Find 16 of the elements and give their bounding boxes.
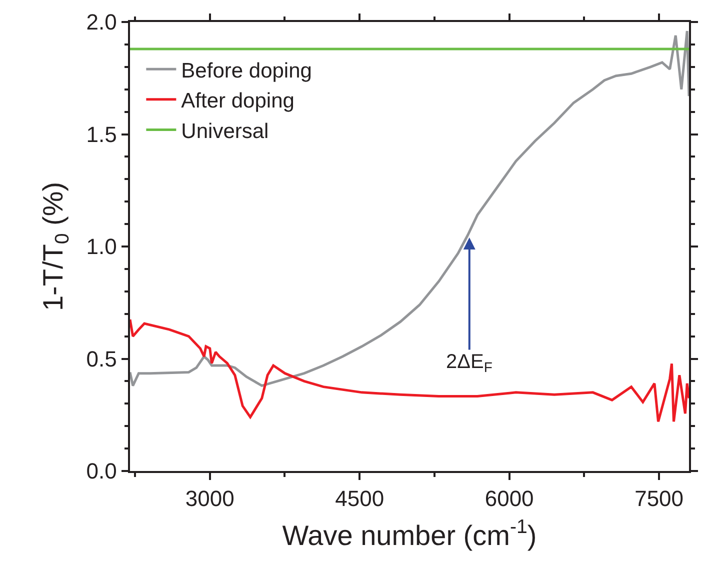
y-tick-label: 1.0 [86, 234, 117, 260]
line-series [130, 318, 689, 423]
y-tick-label: 1.5 [86, 122, 117, 147]
x-tick-label: 3000 [185, 486, 234, 512]
line-series [130, 30, 689, 387]
y-tick-label: 0.0 [86, 458, 117, 484]
legend-label: Universal [181, 120, 269, 143]
x-tick-label: 6000 [484, 486, 534, 512]
y-tick-label: 2.0 [86, 10, 117, 35]
y-tick-label: 0.5 [86, 346, 117, 372]
annotation: 2ΔE$_{F}$ [446, 351, 492, 376]
x-axis-title: Wave number (cm$^{-1}$) [282, 516, 537, 551]
x-tick-label: 4500 [335, 486, 384, 512]
legend-label: After doping [181, 90, 294, 113]
x-tick-label: 7500 [634, 486, 684, 512]
legend-label: Before doping [181, 59, 312, 82]
